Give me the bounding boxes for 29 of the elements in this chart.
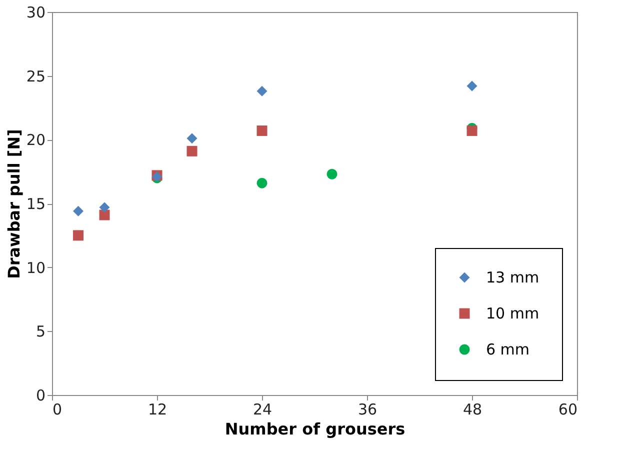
point <box>256 86 268 96</box>
x-tick-label: 0 <box>52 400 62 418</box>
point <box>186 133 198 144</box>
y-tick-label: 0 <box>36 386 46 404</box>
legend-label: 10 mm <box>486 304 540 322</box>
y-tick-label: 15 <box>26 195 46 213</box>
legend-label: 13 mm <box>486 268 540 286</box>
point <box>466 125 478 136</box>
y-tick-label: 10 <box>26 258 46 277</box>
y-tick-label: 25 <box>26 67 46 86</box>
y-tick-label: 5 <box>36 322 46 341</box>
x-tick-label: 36 <box>358 400 378 418</box>
x-tick-label: 60 <box>558 400 578 418</box>
point <box>186 146 198 156</box>
x-axis-title: Number of grousers <box>224 420 406 438</box>
y-tick-label: 20 <box>26 131 46 150</box>
x-tick-label: 24 <box>252 400 272 418</box>
y-axis-title: Drawbar pull [N] <box>4 129 24 279</box>
point <box>256 125 268 136</box>
point <box>73 230 84 241</box>
legend-label: 6 mm <box>486 340 530 358</box>
point <box>73 206 84 216</box>
x-tick-label: 12 <box>148 400 168 418</box>
point <box>326 168 338 180</box>
x-tick-label: 48 <box>462 400 482 418</box>
point <box>256 178 268 188</box>
point <box>466 80 478 92</box>
y-tick-label: 30 <box>26 4 46 22</box>
point <box>99 202 110 213</box>
